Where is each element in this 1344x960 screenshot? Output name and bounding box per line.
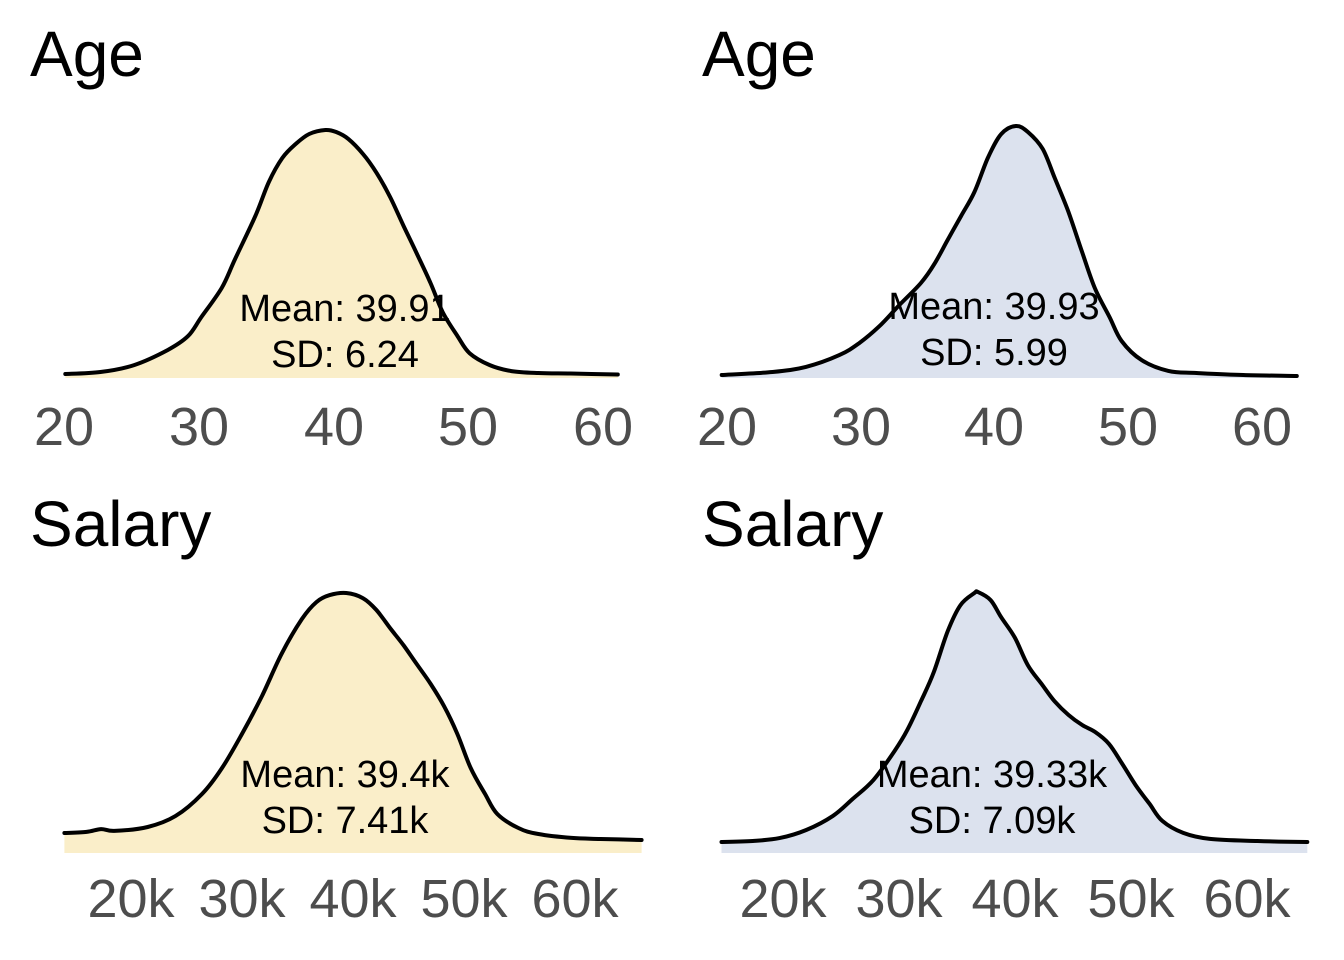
panel-age-sample-1: Age Mean: 39.91 SD: 6.24 20 30 40 50 60 xyxy=(0,0,672,480)
x-tick-label: 30k xyxy=(198,869,286,929)
x-tick-label: 50 xyxy=(1097,397,1159,457)
salary-density-chart-2 xyxy=(719,589,1310,853)
density-outline xyxy=(719,123,1299,378)
x-tick-label: 40 xyxy=(963,397,1025,457)
density-outline xyxy=(719,589,1310,844)
density-fill xyxy=(721,125,1297,379)
density-outline xyxy=(62,590,644,842)
x-tick-label: 60 xyxy=(572,397,634,457)
x-tick-label: 40k xyxy=(309,869,397,929)
panel-title: Age xyxy=(30,18,144,90)
age-density-chart-2 xyxy=(719,123,1299,379)
panel-salary-sample-2: Salary Mean: 39.33k SD: 7.09k 20k 30k 40k 5… xyxy=(672,480,1344,960)
density-outline xyxy=(63,127,620,377)
panel-title: Salary xyxy=(30,488,212,560)
x-tick-label: 50k xyxy=(420,869,508,929)
x-tick-label: 20k xyxy=(87,869,175,929)
x-tick-label: 20 xyxy=(696,397,758,457)
mean-annotation: Mean: 39.93 xyxy=(888,286,1100,328)
sd-annotation: SD: 7.41k xyxy=(261,800,429,842)
x-tick-label: 30 xyxy=(168,397,230,457)
sd-annotation: SD: 6.24 xyxy=(271,334,419,376)
x-tick-label: 60k xyxy=(1203,869,1291,929)
panel-salary-sample-1: Salary Mean: 39.4k SD: 7.41k 20k 30k 40k 50… xyxy=(0,480,672,960)
x-tick-label: 40k xyxy=(971,869,1059,929)
salary-density-chart-1 xyxy=(62,590,644,853)
x-tick-label: 30 xyxy=(830,397,892,457)
sd-annotation: SD: 5.99 xyxy=(920,332,1068,374)
sd-annotation: SD: 7.09k xyxy=(908,800,1076,842)
x-tick-label: 60k xyxy=(531,869,619,929)
x-tick-label: 40 xyxy=(303,397,365,457)
age-density-chart-1 xyxy=(63,127,620,378)
mean-annotation: Mean: 39.33k xyxy=(876,754,1108,796)
x-tick-label: 50k xyxy=(1087,869,1175,929)
mean-annotation: Mean: 39.91 xyxy=(239,288,451,330)
x-tick-label: 20k xyxy=(739,869,827,929)
x-tick-label: 50 xyxy=(437,397,499,457)
x-tick-label: 20 xyxy=(33,397,95,457)
x-tick-label: 30k xyxy=(855,869,943,929)
x-tick-label: 60 xyxy=(1231,397,1293,457)
panel-title: Salary xyxy=(702,488,884,560)
mean-annotation: Mean: 39.4k xyxy=(240,754,450,796)
panel-age-sample-2: Age Mean: 39.93 SD: 5.99 20 30 40 50 60 xyxy=(672,0,1344,480)
panel-title: Age xyxy=(702,18,816,90)
